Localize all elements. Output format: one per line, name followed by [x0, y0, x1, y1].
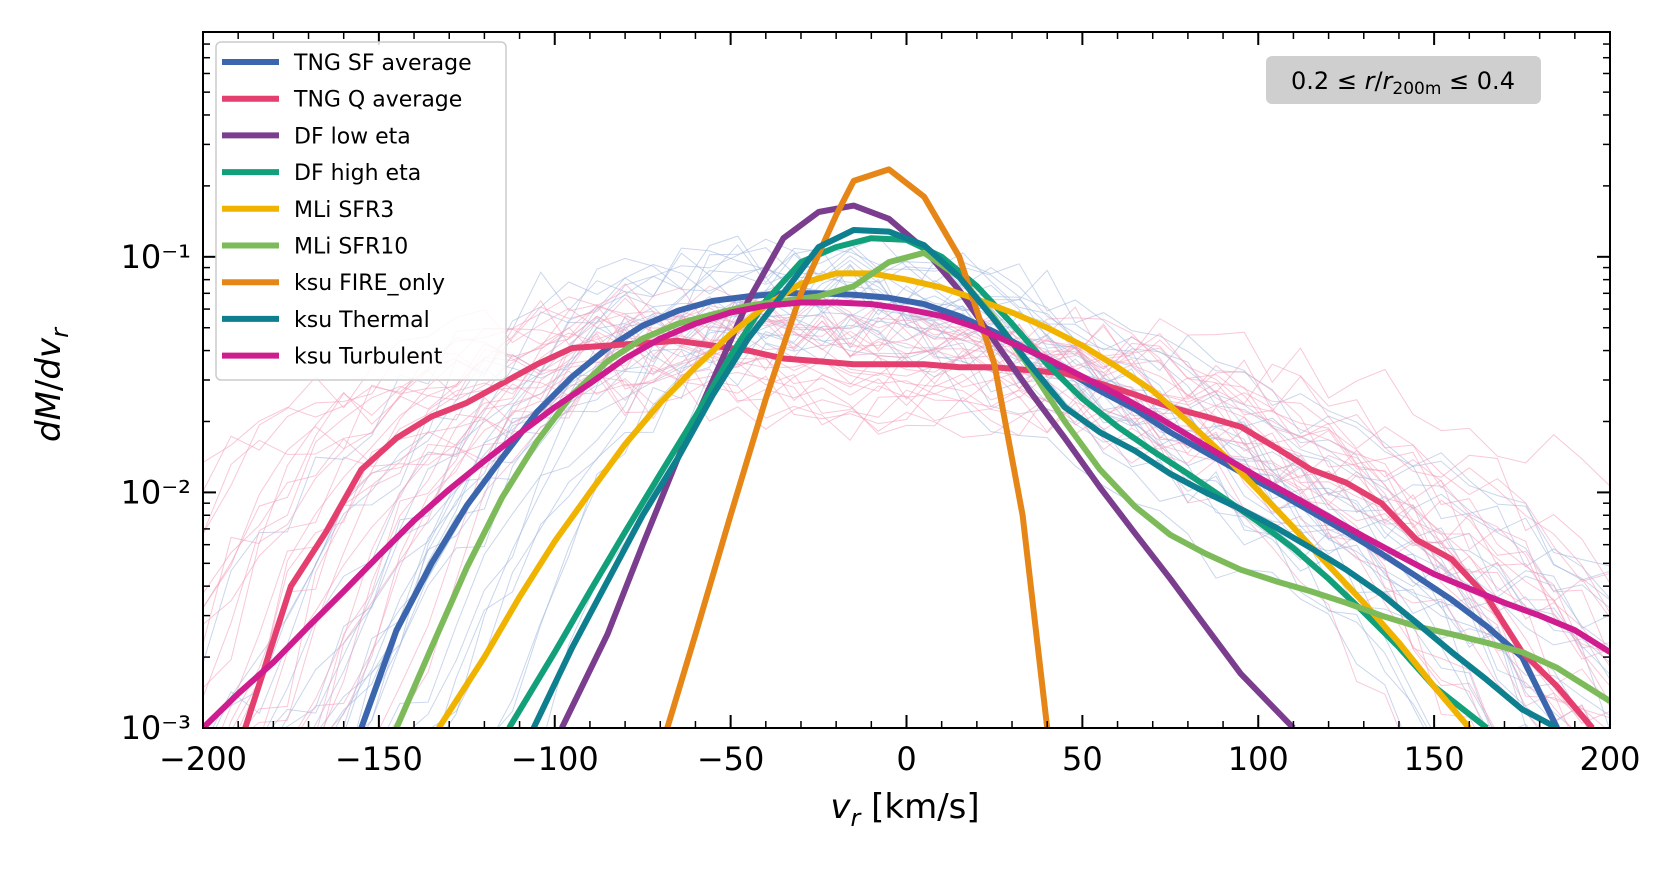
- background-trace: [251, 287, 1610, 728]
- y-tick-label: 10⁻¹: [121, 238, 191, 276]
- legend-label: MLi SFR10: [294, 235, 408, 260]
- legend-label: TNG Q average: [293, 88, 462, 113]
- legend-label: TNG SF average: [293, 51, 472, 76]
- legend-frame: [215, 41, 507, 381]
- axis-ticks: [202, 31, 1611, 729]
- y-tick-label: 10⁻²: [121, 473, 191, 511]
- series-line: [530, 227, 1559, 728]
- background-trace: [270, 248, 1595, 728]
- x-tick-label: −100: [511, 740, 599, 778]
- background-trace: [203, 370, 1610, 619]
- x-tick-labels: −200 −150 −100 −50 0 50 100 150 200: [159, 740, 1640, 778]
- y-tick-labels: 10⁻³ 10⁻² 10⁻¹: [121, 238, 191, 747]
- x-tick-label: −50: [697, 740, 765, 778]
- x-tick-label: 100: [1228, 740, 1289, 778]
- background-trace: [221, 349, 1610, 728]
- background-trace: [228, 367, 1610, 728]
- background-trace: [238, 304, 1493, 728]
- series-lines: [203, 166, 1610, 728]
- background-trace: [322, 341, 1400, 728]
- background-trace: [316, 314, 1610, 728]
- background-trace: [281, 318, 1610, 728]
- y-axis-label: dM/dvr: [29, 326, 74, 442]
- legend-label: DF high eta: [294, 161, 421, 186]
- background-trace: [387, 236, 1573, 728]
- series-line: [358, 290, 1560, 728]
- x-tick-label: 50: [1062, 740, 1103, 778]
- legend-label: ksu Turbulent: [294, 345, 443, 370]
- x-axis-label: vr [km/s]: [830, 787, 979, 832]
- y-tick-label: 10⁻³: [121, 709, 191, 747]
- x-tick-label: 0: [896, 740, 916, 778]
- x-tick-label: 150: [1404, 740, 1465, 778]
- background-trace: [203, 332, 1541, 728]
- legend-label: ksu FIRE_only: [294, 271, 445, 296]
- radius-range-annotation: 0.2 ≤ r/r200m ≤ 0.4: [1266, 56, 1541, 104]
- background-trace: [203, 364, 1610, 667]
- background-trace: [203, 235, 1610, 728]
- background-trace: [411, 264, 1610, 728]
- background-trace: [323, 367, 1476, 728]
- series-line: [393, 249, 1610, 728]
- legend: TNG SF average TNG Q average DF low eta DF …: [215, 41, 507, 381]
- background-trace: [496, 284, 1554, 728]
- background-trace: [300, 298, 1610, 728]
- series-line: [242, 337, 1595, 728]
- legend-label: DF low eta: [294, 124, 411, 149]
- series-line: [664, 166, 1051, 728]
- series-line: [203, 299, 1610, 728]
- x-tick-label: −150: [335, 740, 423, 778]
- series-line: [436, 270, 1472, 728]
- legend-label: ksu Thermal: [294, 308, 430, 333]
- x-tick-label: −200: [159, 740, 247, 778]
- x-tick-label: 200: [1579, 740, 1640, 778]
- background-trace: [203, 336, 1610, 687]
- legend-label: MLi SFR3: [294, 198, 394, 223]
- background-trace: [545, 308, 1488, 728]
- background-trace: [391, 296, 1570, 728]
